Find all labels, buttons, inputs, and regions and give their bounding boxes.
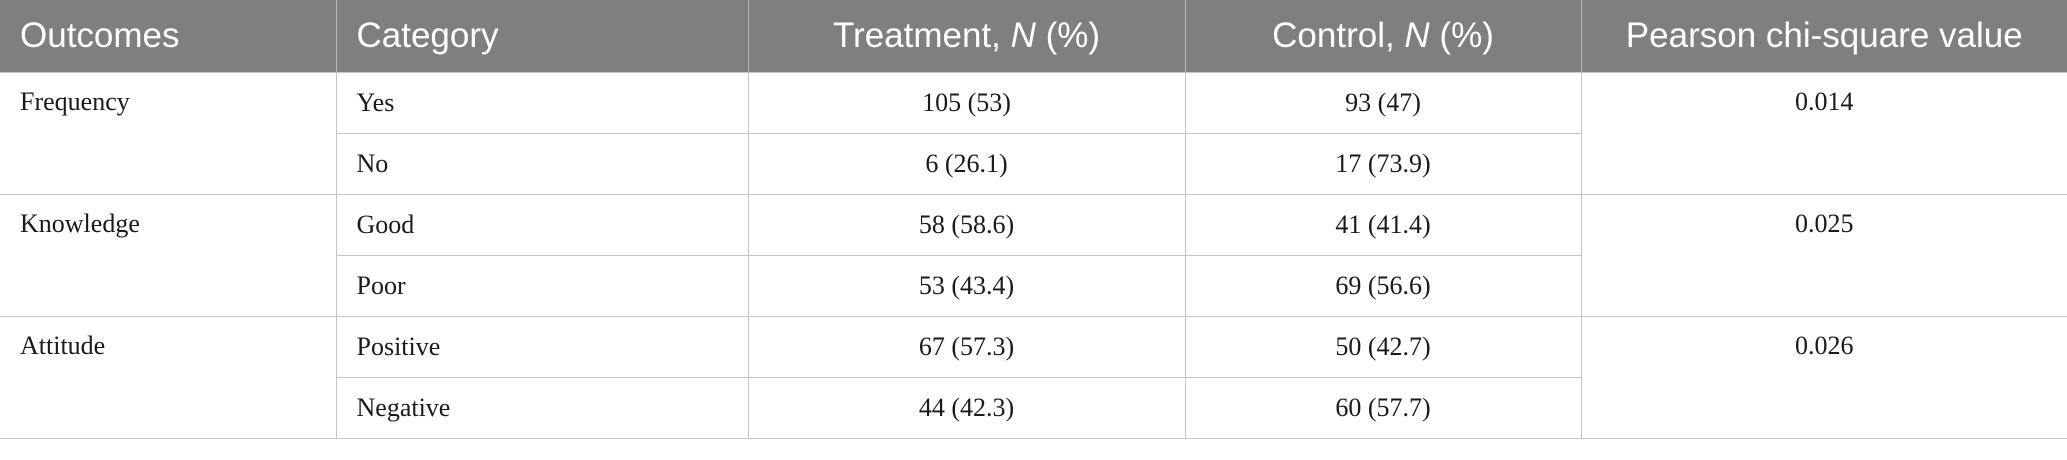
control-cell: 69 (56.6)	[1184, 255, 1581, 317]
category-cell: Negative	[336, 377, 749, 439]
table-row: Attitude Positive 67 (57.3) 50 (42.7) 0.…	[0, 316, 2067, 439]
control-cell: 60 (57.7)	[1184, 377, 1581, 439]
header-treatment-suffix: (%)	[1035, 16, 1101, 55]
header-category: Category	[336, 0, 749, 73]
header-control-n: N	[1404, 16, 1430, 55]
treatment-cell: 53 (43.4)	[747, 255, 1186, 317]
outcome-cell: Frequency	[0, 72, 337, 195]
pvalue-cell: 0.025	[1580, 194, 2067, 317]
control-cell: 41 (41.4)	[1184, 194, 1582, 256]
category-cell: Positive	[335, 316, 749, 378]
control-cell: 17 (73.9)	[1184, 133, 1581, 195]
treatment-cell: 44 (42.3)	[747, 377, 1186, 439]
treatment-cell: 6 (26.1)	[747, 133, 1186, 195]
pvalue-cell: 0.026	[1580, 316, 2067, 439]
pvalue-cell: 0.014	[1580, 72, 2067, 195]
outcomes-table: Outcomes Category Treatment, N (%) Contr…	[0, 0, 2067, 439]
treatment-cell: 67 (57.3)	[747, 316, 1186, 378]
category-cell: Poor	[336, 255, 749, 317]
table-row: Poor 53 (43.4) 69 (56.6)	[0, 255, 2067, 317]
outcome-cell: Attitude	[0, 316, 337, 439]
category-cell: Yes	[335, 72, 749, 134]
header-treatment: Treatment, N (%)	[748, 0, 1186, 73]
table-row: Negative 44 (42.3) 60 (57.7)	[0, 377, 2067, 439]
header-row: Outcomes Category Treatment, N (%) Contr…	[0, 0, 2067, 73]
treatment-cell: 105 (53)	[747, 72, 1186, 134]
table-row: No 6 (26.1) 17 (73.9)	[0, 133, 2067, 195]
treatment-cell: 58 (58.6)	[747, 194, 1186, 256]
category-cell: No	[336, 133, 749, 195]
table-row: Frequency Yes 105 (53) 93 (47) 0.014	[0, 72, 2067, 195]
header-control-suffix: (%)	[1429, 16, 1494, 55]
header-outcomes: Outcomes	[0, 0, 337, 73]
table-header: Outcomes Category Treatment, N (%) Contr…	[0, 0, 2067, 73]
header-treatment-n: N	[1010, 16, 1036, 55]
table-row: Knowledge Good 58 (58.6) 41 (41.4) 0.025	[0, 194, 2067, 317]
control-cell: 50 (42.7)	[1184, 316, 1582, 378]
header-treatment-prefix: Treatment,	[832, 16, 1011, 55]
control-cell: 93 (47)	[1184, 72, 1582, 134]
header-control-prefix: Control,	[1272, 16, 1405, 55]
category-cell: Good	[335, 194, 749, 256]
outcome-cell: Knowledge	[0, 194, 337, 317]
table-body: Frequency Yes 105 (53) 93 (47) 0.014 No …	[0, 72, 2067, 439]
header-pearson: Pearson chi-square value	[1581, 0, 2067, 73]
header-control: Control, N (%)	[1185, 0, 1582, 73]
